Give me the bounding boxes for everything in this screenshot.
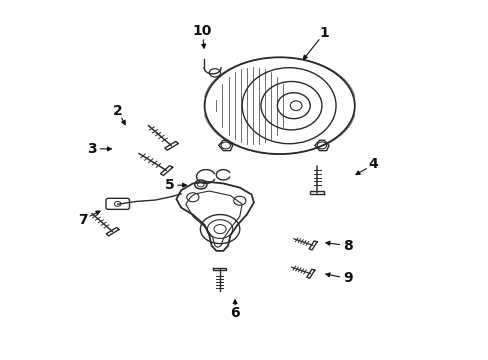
Text: 10: 10 bbox=[192, 24, 211, 39]
Text: 1: 1 bbox=[319, 26, 328, 40]
Text: 9: 9 bbox=[342, 271, 352, 285]
Text: 4: 4 bbox=[368, 157, 378, 171]
Text: 3: 3 bbox=[87, 142, 97, 156]
Text: 5: 5 bbox=[164, 178, 174, 192]
Text: 7: 7 bbox=[78, 213, 87, 227]
Text: 6: 6 bbox=[230, 306, 240, 320]
Text: 2: 2 bbox=[113, 104, 122, 118]
Text: 8: 8 bbox=[342, 239, 352, 253]
